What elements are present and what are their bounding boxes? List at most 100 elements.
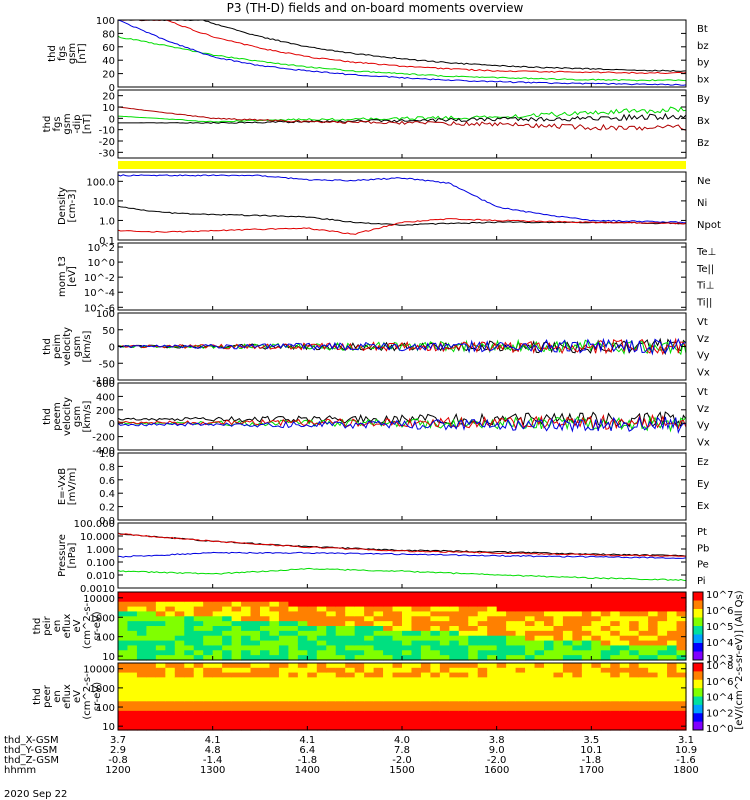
spectrogram-cell [241, 686, 252, 693]
spectrogram-cell [288, 655, 299, 661]
spectrogram-cell [496, 696, 507, 702]
spectrogram-cell [373, 715, 384, 722]
spectrogram-cell [544, 672, 555, 678]
spectrogram-cell [136, 650, 147, 656]
series-darkred [117, 106, 687, 131]
spectrogram-cell [411, 611, 422, 617]
spectrogram-cell [316, 655, 327, 661]
spectrogram-cell [553, 672, 564, 678]
spectrogram-cell [458, 667, 469, 674]
spectrogram-cell [118, 677, 129, 683]
spectrogram-cell [544, 645, 555, 651]
spectrogram-cell [146, 725, 157, 731]
colorbar-tick: 10^5 [706, 622, 733, 633]
spectrogram-cell [496, 715, 507, 722]
spectrogram-cell [591, 606, 602, 613]
spectrogram-cell [392, 606, 403, 613]
spectrogram-cell [250, 650, 261, 656]
spectrogram-cell [203, 592, 214, 598]
spectrogram-cell [193, 701, 204, 707]
spectrogram-cell [591, 682, 602, 688]
spectrogram-cell [136, 640, 147, 647]
spectrogram-cell [439, 635, 450, 642]
time-row-value: 3.7 [110, 735, 126, 746]
spectrogram-cell [676, 696, 687, 702]
spectrogram-cell [231, 672, 242, 678]
spectrogram-cell [155, 686, 166, 693]
spectrogram-cell [525, 696, 536, 702]
spectrogram-cell [222, 691, 233, 698]
spectrogram-cell [364, 682, 375, 688]
spectrogram-cell [155, 592, 166, 598]
spectrogram-cell [212, 616, 223, 622]
spectrogram-cell [278, 592, 289, 598]
spectrogram-cell [420, 696, 431, 702]
spectrogram-cell [335, 601, 346, 608]
spectrogram-cell [364, 725, 375, 731]
spectrogram-cell [288, 645, 299, 651]
spectrogram-cell [203, 682, 214, 688]
spectrogram-cell [307, 635, 318, 642]
spectrogram-cell [193, 645, 204, 651]
spectrogram-cell [174, 592, 185, 598]
spectrogram-cell [184, 725, 195, 731]
spectrogram-cell [392, 720, 403, 726]
spectrogram-cell [402, 663, 413, 669]
spectrogram-cell [629, 677, 640, 683]
spectrogram-cell [193, 663, 204, 669]
y-tick-label: 10^-2 [84, 273, 115, 284]
y-tick-label: -400 [92, 446, 115, 457]
spectrogram-cell [392, 655, 403, 661]
spectrogram-cell [184, 640, 195, 647]
time-row-value: -2.0 [392, 755, 412, 766]
spectrogram-cell [231, 596, 242, 603]
spectrogram-cell [118, 686, 129, 693]
spectrogram-cell [667, 635, 678, 642]
y-tick-label: 100 [96, 633, 115, 644]
spectrogram-cell [544, 626, 555, 632]
spectrogram-cell [430, 645, 441, 651]
spectrogram-cell [203, 640, 214, 647]
spectrogram-cell [439, 720, 450, 726]
spectrogram-cell [193, 725, 204, 731]
spectrogram-cell [506, 686, 517, 693]
spectrogram-cell [212, 667, 223, 674]
spectrogram-cell [345, 706, 356, 712]
spectrogram-cell [269, 696, 280, 702]
time-row-value: 4.1 [299, 735, 315, 746]
spectrogram-cell [439, 596, 450, 603]
spectrogram-cell [155, 701, 166, 707]
spectrogram-cell [458, 682, 469, 688]
spectrogram-cell [610, 710, 621, 717]
spectrogram-cell [629, 710, 640, 717]
spectrogram-cell [619, 706, 630, 712]
spectrogram-cell [638, 596, 649, 603]
y-tick-label: 0 [109, 419, 115, 430]
spectrogram-cell [383, 611, 394, 617]
spectrogram-cell [383, 667, 394, 674]
spectrogram-cell [127, 626, 138, 632]
spectrogram-cell [515, 601, 526, 608]
spectrogram-cell [212, 715, 223, 722]
spectrogram-cell [278, 706, 289, 712]
spectrogram-cell [572, 667, 583, 674]
colorbar-segment [693, 600, 703, 610]
spectrogram-cell [439, 663, 450, 669]
spectrogram-cell [383, 701, 394, 707]
spectrogram-cell [146, 655, 157, 661]
spectrogram-cell [572, 715, 583, 722]
spectrogram-cell [155, 672, 166, 678]
spectrogram-cell [515, 691, 526, 698]
y-tick-label: 100.0 [86, 177, 115, 188]
spectrogram-cell [534, 696, 545, 702]
spectrogram-cell [544, 667, 555, 674]
spectrogram-cell [525, 626, 536, 632]
spectrogram-cell [591, 596, 602, 603]
spectrogram-cell [477, 626, 488, 632]
spectrogram-cell [212, 696, 223, 702]
spectrogram-cell [297, 706, 308, 712]
spectrogram-cell [212, 640, 223, 647]
spectrogram-cell [638, 715, 649, 722]
